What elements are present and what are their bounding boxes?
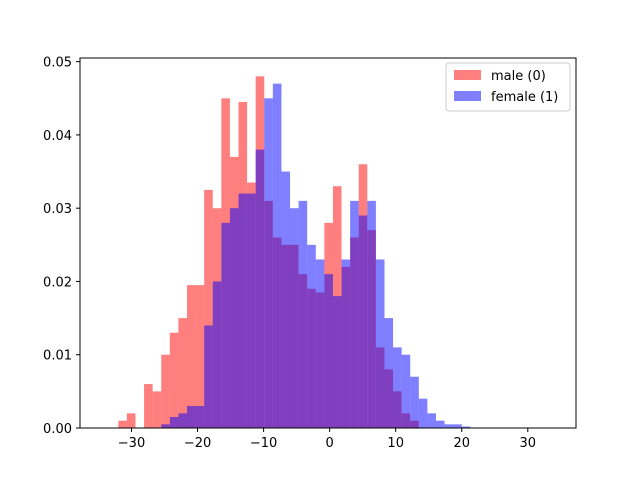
legend: male (0) female (1): [445, 62, 571, 112]
histogram-bar: [410, 376, 419, 428]
histogram-bar: [238, 193, 248, 428]
histogram-bar: [118, 420, 127, 428]
histogram-bar: [178, 318, 187, 428]
x-tick-label: −30: [118, 436, 145, 451]
histogram-bar: [298, 200, 308, 428]
histogram-bar: [281, 171, 291, 428]
histogram-bar: [186, 285, 196, 428]
histogram-bar: [350, 200, 359, 428]
histogram-bar: [169, 332, 179, 428]
histogram-bar: [186, 406, 196, 428]
y-tick-label: 0.05: [43, 56, 72, 71]
series-female: [161, 83, 471, 429]
histogram-bar: [427, 413, 436, 428]
histogram-bar: [358, 215, 368, 428]
histogram-bar: [444, 424, 454, 428]
histogram-bar: [144, 384, 153, 428]
histogram-bar: [161, 354, 170, 428]
histogram-bar: [195, 285, 205, 428]
histogram-bar: [272, 83, 282, 428]
histogram-bar: [152, 391, 162, 428]
x-tick-label: 20: [453, 436, 470, 451]
histogram-bar: [195, 406, 205, 428]
x-tick-label: 10: [387, 436, 404, 451]
histogram-bar: [221, 222, 230, 428]
legend-swatch-female: [454, 91, 481, 101]
histogram-bar: [126, 413, 136, 428]
histogram-bar: [307, 244, 316, 428]
y-tick-label: 0.02: [43, 275, 72, 290]
histogram-bar: [255, 149, 265, 428]
histogram-bar: [461, 426, 471, 428]
histogram-bar: [453, 424, 462, 428]
legend-swatch-male: [454, 70, 481, 80]
histogram-bar: [375, 259, 385, 428]
histogram-bar: [367, 200, 376, 428]
histogram-bar: [161, 424, 170, 428]
legend-label-female: female (1): [491, 90, 558, 105]
histogram-bar: [247, 193, 256, 428]
y-tick-label: 0.00: [43, 422, 72, 437]
histogram-bar: [290, 208, 299, 428]
histogram-bar: [169, 417, 179, 428]
x-axis: −30 −20 −10 0 10 20 30: [118, 428, 536, 451]
histogram-bar: [178, 413, 187, 428]
x-tick-label: 0: [326, 436, 334, 451]
histogram-bar: [229, 208, 239, 428]
plot-frame: [79, 57, 577, 429]
x-tick-label: −20: [184, 436, 211, 451]
histogram-bar: [418, 398, 428, 428]
histogram-bar: [384, 318, 394, 428]
histogram-bar: [204, 189, 213, 428]
histogram-bars: [118, 76, 471, 429]
legend-label-male: male (0): [491, 69, 546, 84]
histogram-bar: [212, 281, 222, 428]
x-tick-label: 30: [520, 436, 537, 451]
histogram-bar: [264, 98, 273, 429]
histogram-bar: [435, 420, 445, 428]
histogram-bar: [401, 354, 411, 428]
histogram-bar: [315, 259, 325, 428]
y-tick-label: 0.01: [43, 349, 72, 364]
histogram-bar: [341, 259, 351, 428]
y-axis: 0.00 0.01 0.02 0.03 0.04 0.05: [43, 56, 80, 437]
histogram-bar: [332, 296, 342, 428]
y-tick-label: 0.03: [43, 202, 72, 217]
histogram-bar: [324, 274, 333, 428]
y-tick-label: 0.04: [43, 129, 72, 144]
histogram-bar: [393, 347, 402, 428]
histogram-bar: [204, 325, 213, 428]
x-tick-label: −10: [250, 436, 277, 451]
